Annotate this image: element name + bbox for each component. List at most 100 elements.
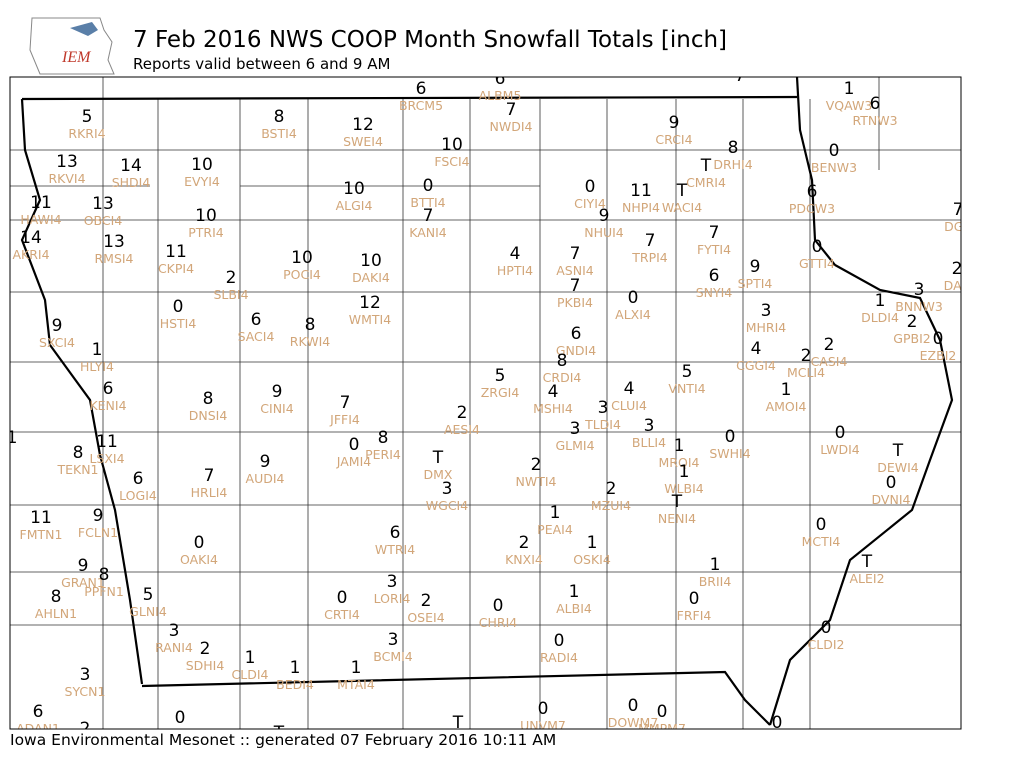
station-value: 6 xyxy=(709,266,720,286)
station-value: 1 xyxy=(674,436,685,456)
station-id: ASNI4 xyxy=(556,263,594,278)
station-value: 7 xyxy=(953,200,964,220)
station-value: 7 xyxy=(570,276,581,296)
station-value: 5 xyxy=(82,107,93,127)
station-id: PDCW3 xyxy=(789,201,835,216)
station-id: ALBI4 xyxy=(556,601,592,616)
station-id: WMTI4 xyxy=(349,312,391,327)
station-id: TLDI4 xyxy=(584,417,621,432)
station-value: 0 xyxy=(337,588,348,608)
station-id: FYTI4 xyxy=(697,242,731,257)
station-value: 11 xyxy=(96,432,118,452)
station-value: T xyxy=(892,441,904,461)
station-id: MRQI4 xyxy=(659,455,700,470)
station-value: 1 xyxy=(781,380,792,400)
station-id: UNVM7 xyxy=(520,718,566,733)
station-id: PPFN1 xyxy=(84,584,124,599)
station-id: AKRI4 xyxy=(12,247,49,262)
station-id: MMPM7 xyxy=(638,721,686,736)
map-frame xyxy=(9,76,962,730)
station-value: 8 xyxy=(305,315,316,335)
logo-text: IEM xyxy=(61,49,92,66)
station-id: SWEI4 xyxy=(343,134,383,149)
station-id: KANI4 xyxy=(409,225,447,240)
station-id: HSTI4 xyxy=(160,316,197,331)
state-borders xyxy=(20,77,954,726)
station-id: LWDI4 xyxy=(820,442,859,457)
footer: Iowa Environmental Mesonet :: generated … xyxy=(10,731,556,749)
station-value: 4 xyxy=(510,244,521,264)
station-value: 13 xyxy=(56,152,78,172)
station-id: SHDI4 xyxy=(112,175,151,190)
station-value: 1 xyxy=(569,582,580,602)
station-id: EZBI2 xyxy=(920,348,957,363)
station-value: 6 xyxy=(33,702,44,722)
station-value: 0 xyxy=(657,702,668,722)
station-id: GPBI2 xyxy=(893,331,930,346)
station-value: 3 xyxy=(570,419,581,439)
station-value: 2 xyxy=(200,639,211,659)
station-id: DOWM7 xyxy=(608,715,659,730)
station-value: 0 xyxy=(493,596,504,616)
station-value: 0 xyxy=(816,515,827,535)
station-value: 8 xyxy=(378,428,389,448)
station-value: T xyxy=(432,448,444,468)
station-value: 6 xyxy=(571,324,582,344)
station-value: 13 xyxy=(103,232,125,252)
station-id: ALBM5 xyxy=(479,88,522,103)
station-value: 12 xyxy=(359,293,381,313)
station-id: ALGI4 xyxy=(336,198,373,213)
station-id: OBCI4 xyxy=(84,213,123,228)
station-value: 7 xyxy=(340,393,351,413)
station-value: 8 xyxy=(274,107,285,127)
station-value: 8 xyxy=(557,351,568,371)
station-value: 0 xyxy=(423,176,434,196)
station-id: FCLN1 xyxy=(78,525,118,540)
station-id: BRII4 xyxy=(699,574,732,589)
station-value: 0 xyxy=(585,177,596,197)
station-id: SWHI4 xyxy=(709,446,750,461)
station-id: NHUI4 xyxy=(584,225,624,240)
station-id: AUDI4 xyxy=(246,471,285,486)
station-value: 0 xyxy=(628,288,639,308)
station-value: 6 xyxy=(103,379,114,399)
station-id: MCTI4 xyxy=(802,534,841,549)
station-value: 8 xyxy=(51,587,62,607)
station-id: HPTI4 xyxy=(497,263,533,278)
station-value: 14 xyxy=(20,228,42,248)
station-id: SPTI4 xyxy=(738,276,773,291)
station-value: 4 xyxy=(751,339,762,359)
station-value: 0 xyxy=(554,631,565,651)
station-value: 10 xyxy=(441,135,463,155)
station-value: 3 xyxy=(388,630,399,650)
station-id: GLNI4 xyxy=(129,604,167,619)
station-id: HAWI4 xyxy=(20,212,61,227)
station-id: WGCI4 xyxy=(426,498,468,513)
station-value: 0 xyxy=(194,533,205,553)
station-value: 12 xyxy=(352,115,374,135)
station-value: 1 xyxy=(7,428,18,448)
station-id: JAMI4 xyxy=(336,454,371,469)
station-id: RMSI4 xyxy=(94,251,133,266)
station-value: 7 xyxy=(735,66,746,86)
station-id: RTNW3 xyxy=(852,113,897,128)
station-id: WACI4 xyxy=(662,200,702,215)
station-value: 6 xyxy=(416,79,427,99)
station-value: 9 xyxy=(78,556,89,576)
station-id: BLLI4 xyxy=(632,435,666,450)
station-value: 9 xyxy=(750,257,761,277)
station-value: 1 xyxy=(245,648,256,668)
station-id: SNYI4 xyxy=(696,285,733,300)
title: 7 Feb 2016 NWS COOP Month Snowfall Total… xyxy=(133,27,727,53)
station-value: 6 xyxy=(133,469,144,489)
station-id: RKWI4 xyxy=(290,334,330,349)
station-value: 2 xyxy=(519,533,530,553)
station-value: 10 xyxy=(360,251,382,271)
station-id: PERI4 xyxy=(365,447,401,462)
station-id: SXCI4 xyxy=(39,335,75,350)
station-value: 4 xyxy=(624,379,635,399)
